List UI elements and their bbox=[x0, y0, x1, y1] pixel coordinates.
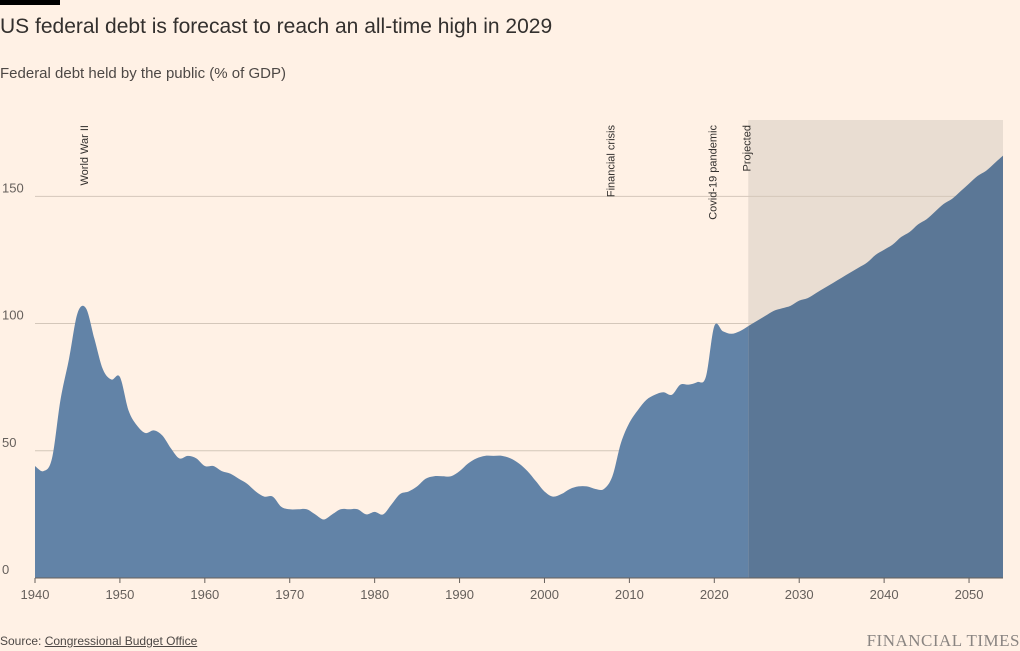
brand-bar bbox=[0, 0, 60, 5]
x-tick-label-2030: 2030 bbox=[785, 587, 814, 602]
x-tick-label-1940: 1940 bbox=[21, 587, 50, 602]
source-link[interactable]: Congressional Budget Office bbox=[44, 634, 198, 648]
area-layer bbox=[35, 155, 1003, 578]
x-tick-label-2050: 2050 bbox=[955, 587, 984, 602]
ft-logo: FINANCIAL TIMES bbox=[866, 631, 1020, 650]
debt-area-projected bbox=[748, 155, 1003, 578]
debt-area-historical bbox=[35, 305, 749, 578]
x-tick-label-1990: 1990 bbox=[445, 587, 474, 602]
x-tick-label-2000: 2000 bbox=[530, 587, 559, 602]
x-tick-label-1950: 1950 bbox=[105, 587, 134, 602]
y-tick-label-150: 150 bbox=[2, 180, 24, 195]
x-tick-label-2040: 2040 bbox=[870, 587, 899, 602]
x-tick-label-2010: 2010 bbox=[615, 587, 644, 602]
x-tick-label-2020: 2020 bbox=[700, 587, 729, 602]
annotation-projected: Projected bbox=[741, 125, 753, 171]
annotations-layer: World War II Financial crisis Covid-19 pan… bbox=[79, 125, 753, 220]
x-tick-label-1970: 1970 bbox=[275, 587, 304, 602]
source-note: Source: Congressional Budget Office bbox=[0, 634, 197, 648]
y-tick-label-50: 50 bbox=[2, 435, 16, 450]
chart-title: US federal debt is forecast to reach an … bbox=[0, 15, 553, 38]
annotation-world-war-ii: World War II bbox=[79, 125, 91, 186]
annotation-covid-19-pandemic: Covid-19 pandemic bbox=[707, 125, 719, 220]
chart-subtitle: Federal debt held by the public (% of GD… bbox=[0, 65, 286, 82]
axes-layer: 0 50 100 150 1940 1950 1960 1970 1980 1990 2000 201… bbox=[2, 180, 1003, 602]
source-prefix: Source: bbox=[0, 634, 45, 648]
x-tick-label-1980: 1980 bbox=[360, 587, 389, 602]
annotation-financial-crisis: Financial crisis bbox=[605, 125, 617, 198]
x-tick-label-1960: 1960 bbox=[190, 587, 219, 602]
y-tick-label-0: 0 bbox=[2, 562, 9, 577]
y-tick-label-100: 100 bbox=[2, 308, 24, 323]
